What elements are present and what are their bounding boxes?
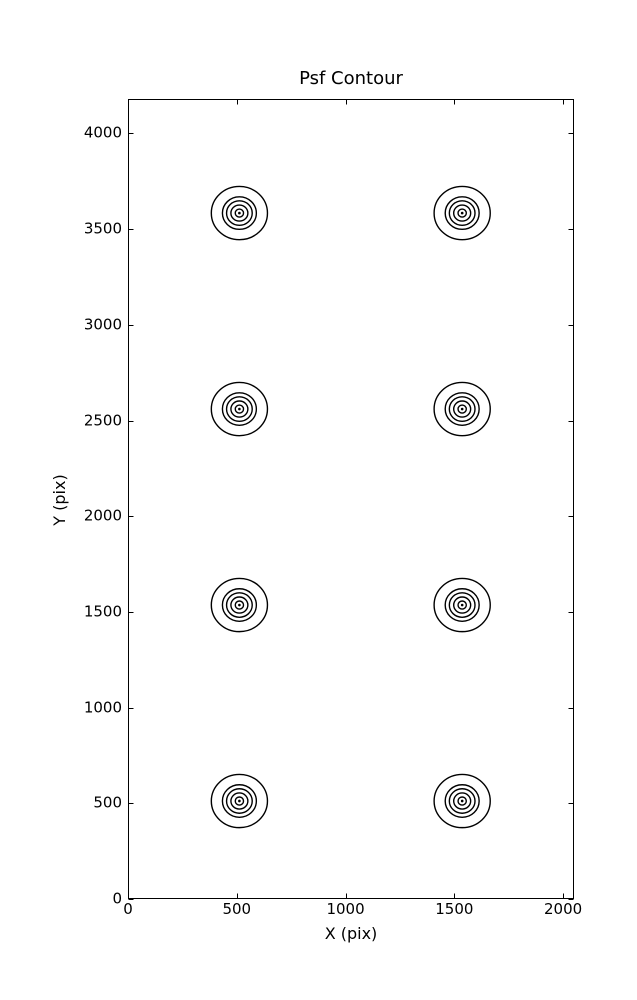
contour-ring [448, 788, 476, 814]
x-tick-label: 0 [123, 900, 133, 918]
contour-ring [452, 596, 472, 614]
y-tick-label: 3500 [83, 219, 122, 238]
contour-ring [225, 200, 253, 227]
contour-ring [221, 392, 258, 427]
contour-ring [234, 600, 245, 610]
contour-ring [457, 796, 468, 806]
contour-ring [221, 588, 258, 622]
contour-ring [433, 185, 491, 241]
psf-contour-group [433, 185, 491, 241]
x-tick-label: 2000 [544, 900, 583, 918]
plot-frame [128, 99, 574, 899]
contour-ring [225, 396, 253, 422]
contour-ring [230, 792, 249, 810]
contour-ring [433, 577, 491, 633]
contour-peak-dot [238, 211, 241, 215]
psf-contour-group [210, 381, 269, 437]
contour-peak-dot [460, 211, 464, 215]
contour-ring [210, 773, 269, 829]
contour-ring [444, 588, 480, 622]
contour-ring [234, 404, 245, 414]
y-axis-label: Y (pix) [50, 474, 70, 526]
contour-ring [225, 592, 253, 618]
contour-peak-dot [460, 799, 464, 803]
contour-ring [452, 400, 472, 418]
contour-ring [230, 204, 249, 222]
y-tick-label: 2000 [83, 506, 122, 525]
contour-ring [444, 196, 480, 231]
contour-ring [221, 196, 258, 231]
contour-peak-dot [238, 407, 241, 411]
x-axis-label: X (pix) [324, 924, 378, 943]
psf-contour-group [210, 185, 269, 241]
y-tick-label: 1000 [83, 698, 122, 717]
contour-ring [448, 592, 476, 618]
y-tick-label: 500 [93, 793, 122, 812]
contour-ring [457, 600, 468, 610]
contour-ring [210, 381, 269, 437]
contour-ring [230, 596, 249, 614]
contour-ring [221, 784, 258, 818]
contour-peak-dot [238, 603, 241, 607]
x-tick-label: 1000 [326, 900, 365, 918]
x-tick-label: 1500 [435, 900, 474, 918]
psf-contour-group [210, 773, 269, 829]
contour-ring [225, 788, 253, 814]
contour-ring [457, 404, 468, 414]
contour-peak-dot [460, 603, 464, 607]
contour-ring [444, 392, 480, 427]
y-tick-label: 4000 [83, 123, 122, 142]
psf-contour-group [433, 773, 491, 829]
contour-ring [433, 381, 491, 437]
y-tick-label: 3000 [83, 315, 122, 334]
contour-peak-dot [238, 799, 241, 803]
contour-ring [457, 208, 468, 218]
x-tick-label: 500 [222, 900, 252, 918]
y-tick-label: 2500 [83, 411, 122, 430]
y-tick-label: 1500 [83, 602, 122, 621]
contour-ring [433, 773, 491, 829]
contour-ring [230, 400, 249, 418]
contour-ring [452, 792, 472, 810]
psf-contour-group [433, 577, 491, 633]
y-tick-label: 0 [112, 889, 122, 908]
contour-ring [448, 200, 476, 227]
contour-ring [210, 185, 269, 241]
contour-ring [234, 796, 245, 806]
psf-contour-group [433, 381, 491, 437]
psf-contour-group [210, 577, 269, 633]
contour-ring [448, 396, 476, 422]
contour-ring [444, 784, 480, 818]
contour-ring [210, 577, 269, 633]
chart-title: Psf Contour [299, 68, 403, 89]
contour-ring [452, 204, 472, 222]
contour-peak-dot [460, 407, 464, 411]
contour-ring [234, 208, 245, 218]
